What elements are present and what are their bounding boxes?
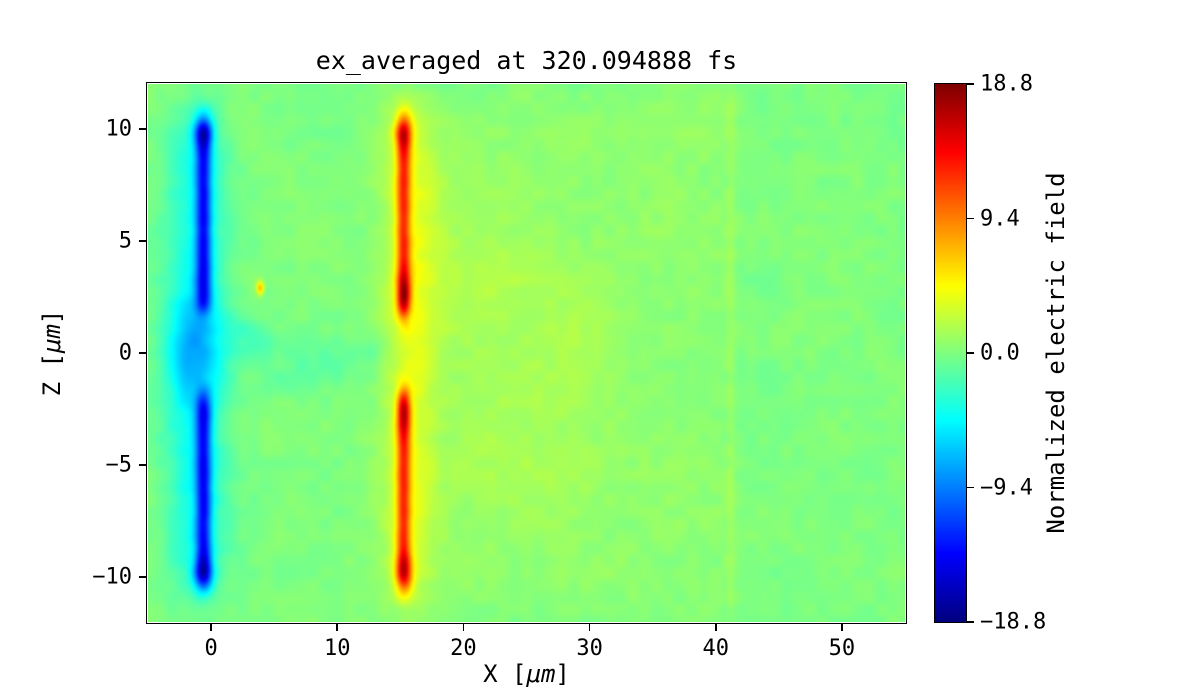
x-tick-label: 30 <box>576 636 603 661</box>
x-tick-mark <box>210 624 212 631</box>
y-tick-label: −10 <box>92 564 132 590</box>
y-tick-mark <box>139 576 146 578</box>
x-tick-label: 40 <box>702 636 730 661</box>
colorbar-tick-label: −9.4 <box>980 475 1033 500</box>
y-tick-mark <box>139 352 146 354</box>
x-tick-mark <box>714 624 717 631</box>
colorbar-tick-label: 9.4 <box>980 206 1020 231</box>
colorbar-tick-mark <box>967 621 974 623</box>
y-tick-mark <box>139 240 146 242</box>
y-axis-label-text: Z [ <box>38 353 66 397</box>
y-tick-mark <box>139 128 146 130</box>
y-tick-label: −5 <box>105 452 133 478</box>
colorbar-tick-mark <box>967 352 974 354</box>
colorbar-tick-label: 18.8 <box>980 71 1033 97</box>
colorbar <box>934 83 967 623</box>
y-tick-mark <box>139 464 146 466</box>
y-tick-label: 10 <box>105 116 133 142</box>
x-tick-mark <box>336 624 339 631</box>
heatmap-canvas <box>148 84 905 622</box>
x-tick-label: 0 <box>204 636 218 661</box>
colorbar-tick-mark <box>967 83 974 85</box>
colorbar-tick-mark <box>967 486 974 489</box>
y-axis-unit: μm <box>38 324 66 353</box>
x-axis-label-text: X [ <box>483 660 527 688</box>
x-tick-mark <box>841 624 843 631</box>
colorbar-tick-mark <box>967 217 974 220</box>
x-axis-label: X [μm] <box>148 660 905 688</box>
y-tick-label: 0 <box>118 340 132 366</box>
colorbar-label: Normalized electric field <box>1042 172 1070 534</box>
x-tick-label: 20 <box>450 636 477 661</box>
colorbar-canvas <box>935 84 966 622</box>
x-tick-label: 50 <box>828 636 856 661</box>
x-tick-label: 10 <box>324 636 351 661</box>
x-axis-label-close: ] <box>555 660 570 688</box>
x-tick-mark <box>588 624 591 631</box>
x-axis-unit: μm <box>526 660 556 688</box>
colorbar-tick-label: 0.0 <box>980 340 1020 366</box>
y-axis-label: Z [μm] <box>38 310 66 397</box>
y-tick-label: 5 <box>118 228 132 254</box>
colorbar-tick-label: −18.8 <box>980 609 1047 635</box>
chart-title: ex_averaged at 320.094888 fs <box>315 46 738 75</box>
x-tick-mark <box>462 624 465 631</box>
y-axis-label-close: ] <box>38 309 66 325</box>
